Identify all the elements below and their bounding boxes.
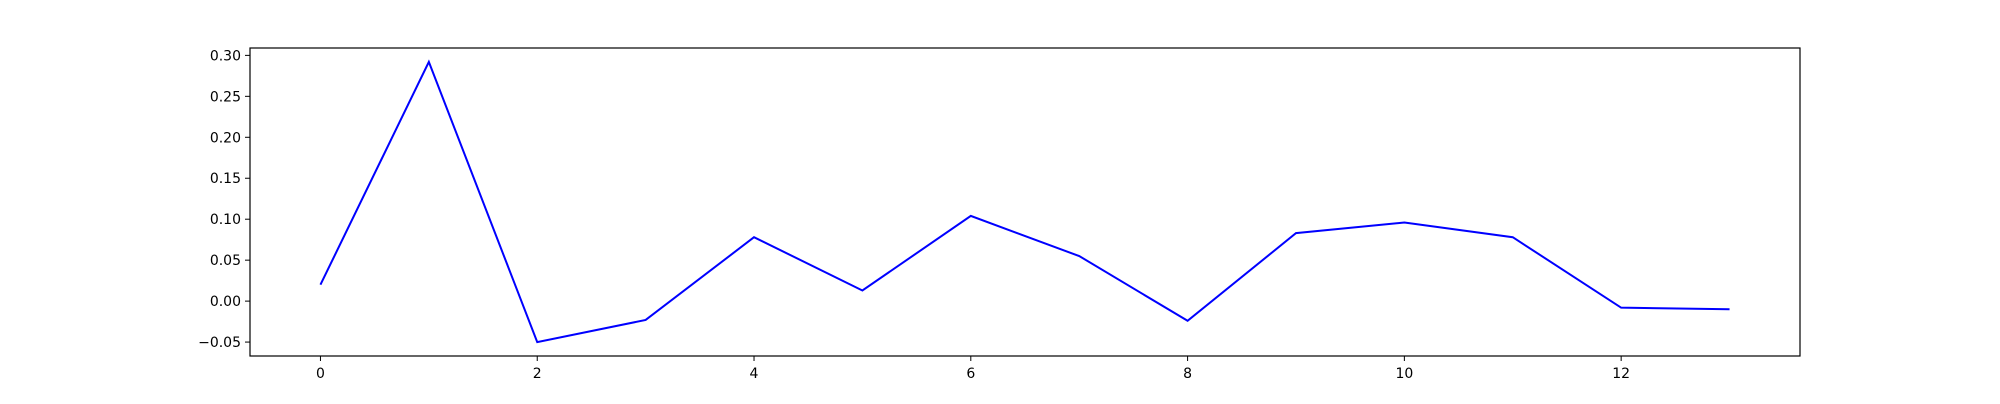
x-tick-label: 6 [966, 366, 975, 382]
x-tick-label: 10 [1395, 366, 1413, 382]
y-tick-label: 0.10 [210, 212, 241, 228]
plot-area [320, 62, 1729, 342]
x-tick-label: 12 [1612, 366, 1630, 382]
x-tick-label: 2 [533, 366, 542, 382]
x-tick-label: 0 [316, 366, 325, 382]
series-line [320, 62, 1729, 342]
x-tick-label: 8 [1183, 366, 1192, 382]
y-tick-label: 0.30 [210, 48, 241, 64]
y-tick-label: 0.05 [210, 253, 241, 269]
y-axis: −0.05 0.00 0.05 0.10 0.15 0.20 0.25 0.30 [198, 48, 250, 351]
y-tick-label: 0.15 [210, 171, 241, 187]
x-tick-label: 4 [750, 366, 759, 382]
y-tick-label: 0.00 [210, 294, 241, 310]
y-tick-label: 0.20 [210, 130, 241, 146]
x-axis: 0 2 4 6 8 10 12 [316, 356, 1630, 382]
y-tick-label: 0.25 [210, 89, 241, 105]
y-tick-label: −0.05 [198, 335, 241, 351]
